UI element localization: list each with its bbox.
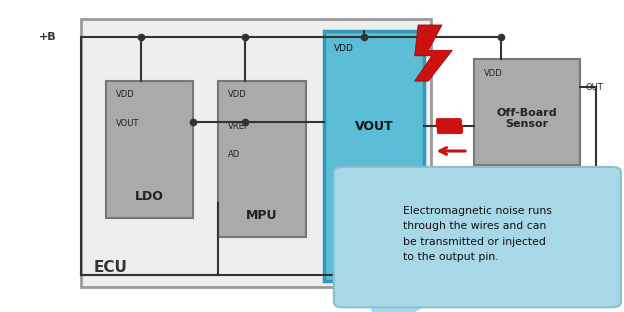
Polygon shape — [368, 303, 431, 312]
Text: OUT: OUT — [585, 83, 603, 92]
Text: VOUT: VOUT — [115, 119, 139, 128]
Text: VDD: VDD — [228, 90, 246, 100]
Text: LDO: LDO — [135, 190, 164, 203]
Text: +B: +B — [39, 32, 56, 42]
Text: ECU: ECU — [94, 260, 127, 275]
Bar — [324, 31, 424, 281]
Text: VOUT: VOUT — [355, 119, 394, 133]
Bar — [218, 81, 306, 237]
Polygon shape — [415, 25, 452, 81]
Bar — [81, 19, 431, 287]
Text: VDD: VDD — [115, 90, 134, 100]
Bar — [106, 81, 193, 218]
Text: VDD: VDD — [334, 44, 354, 53]
Text: VDD: VDD — [484, 69, 502, 78]
Text: CE/ADJ: CE/ADJ — [334, 207, 363, 215]
Text: Electromagnetic noise runs
through the wires and can
be transmitted or injected
: Electromagnetic noise runs through the w… — [403, 206, 552, 262]
Text: VREF: VREF — [228, 122, 250, 131]
Text: R1540: R1540 — [349, 251, 399, 265]
Text: MPU: MPU — [246, 208, 278, 222]
Text: Off-Board
Sensor: Off-Board Sensor — [497, 108, 558, 129]
Bar — [474, 59, 580, 165]
FancyBboxPatch shape — [334, 167, 621, 307]
Text: AD: AD — [228, 150, 240, 159]
